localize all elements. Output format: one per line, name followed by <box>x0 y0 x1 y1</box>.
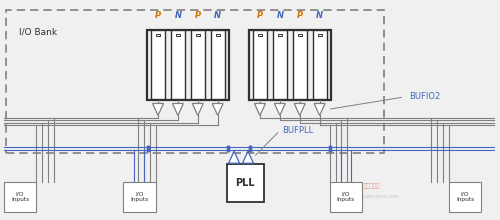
Text: I/O
Inputs: I/O Inputs <box>130 191 148 202</box>
Text: I/O Bank: I/O Bank <box>19 28 57 37</box>
Bar <box>216 34 220 35</box>
Text: www.elecfans.com: www.elecfans.com <box>354 194 400 199</box>
Text: N: N <box>214 11 221 20</box>
Text: 电子发烧友: 电子发烧友 <box>364 183 380 189</box>
Polygon shape <box>294 103 305 116</box>
Bar <box>123 182 156 212</box>
Polygon shape <box>172 103 184 116</box>
Bar <box>210 30 224 99</box>
Polygon shape <box>228 151 239 163</box>
Text: P: P <box>194 11 201 20</box>
Bar <box>156 34 160 35</box>
Bar <box>273 30 287 99</box>
Bar <box>449 182 481 212</box>
Text: I/O
Inputs: I/O Inputs <box>11 191 29 202</box>
Bar <box>176 34 180 35</box>
Bar <box>318 34 322 35</box>
Text: P: P <box>257 11 263 20</box>
Bar <box>226 164 264 202</box>
Polygon shape <box>152 103 164 116</box>
Text: BUFPLL: BUFPLL <box>282 126 314 135</box>
Bar <box>258 34 262 35</box>
Bar <box>330 182 362 212</box>
Polygon shape <box>274 103 285 116</box>
Bar <box>4 182 36 212</box>
Bar <box>6 10 384 153</box>
Text: PLL: PLL <box>236 178 255 188</box>
Text: N: N <box>276 11 283 20</box>
Polygon shape <box>254 103 266 116</box>
Text: N: N <box>316 11 323 20</box>
Text: I/O
Inputs: I/O Inputs <box>456 191 474 202</box>
Text: P: P <box>296 11 303 20</box>
Bar <box>253 30 267 99</box>
Polygon shape <box>192 103 203 116</box>
Polygon shape <box>242 151 254 163</box>
Bar <box>278 34 282 35</box>
Polygon shape <box>212 103 223 116</box>
Bar <box>151 30 165 99</box>
Text: N: N <box>174 11 182 20</box>
Bar <box>312 30 326 99</box>
Text: BUFIO2: BUFIO2 <box>409 92 440 101</box>
Bar <box>249 30 330 100</box>
Bar <box>147 30 228 100</box>
Bar <box>191 30 205 99</box>
Text: P: P <box>155 11 161 20</box>
Text: I/O
Inputs: I/O Inputs <box>336 191 355 202</box>
Polygon shape <box>314 103 325 116</box>
Bar <box>298 34 302 35</box>
Bar <box>171 30 185 99</box>
Bar <box>196 34 200 35</box>
Bar <box>293 30 306 99</box>
